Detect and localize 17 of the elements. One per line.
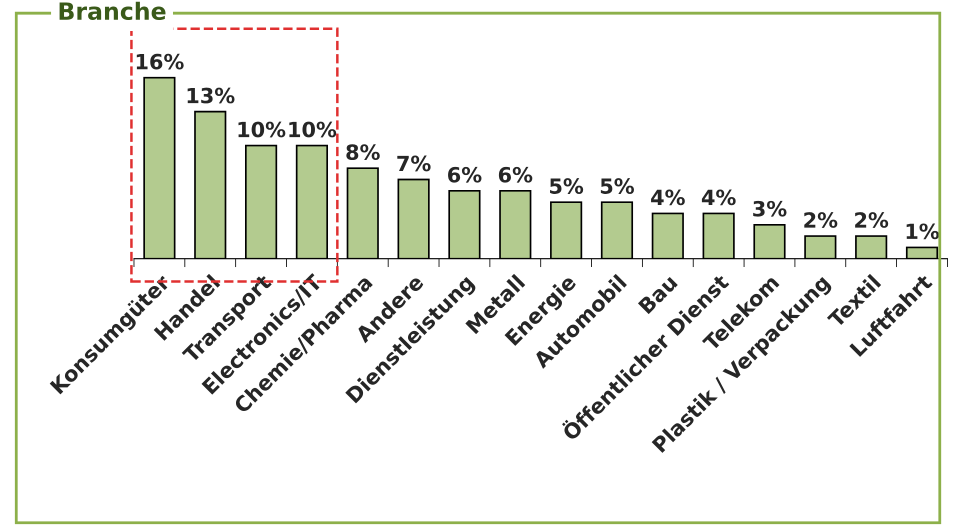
data-label: 6% xyxy=(448,166,482,183)
data-label: 4% xyxy=(651,190,685,206)
data-label: 2% xyxy=(804,212,838,228)
data-label: 6% xyxy=(498,166,532,183)
data-label: 7% xyxy=(397,156,431,172)
chart-title: Branche xyxy=(60,2,166,20)
data-label: 4% xyxy=(702,190,736,206)
data-label: 3% xyxy=(753,200,787,217)
data-label: 10% xyxy=(238,122,286,138)
data-label: 16% xyxy=(136,54,184,70)
data-label: 1% xyxy=(906,223,940,240)
data-label: 8% xyxy=(346,144,380,160)
data-label: 10% xyxy=(289,122,336,138)
data-label: 2% xyxy=(855,212,888,228)
data-label: 13% xyxy=(188,88,235,104)
data-label: 5% xyxy=(550,178,584,194)
data-label: 5% xyxy=(600,178,634,194)
